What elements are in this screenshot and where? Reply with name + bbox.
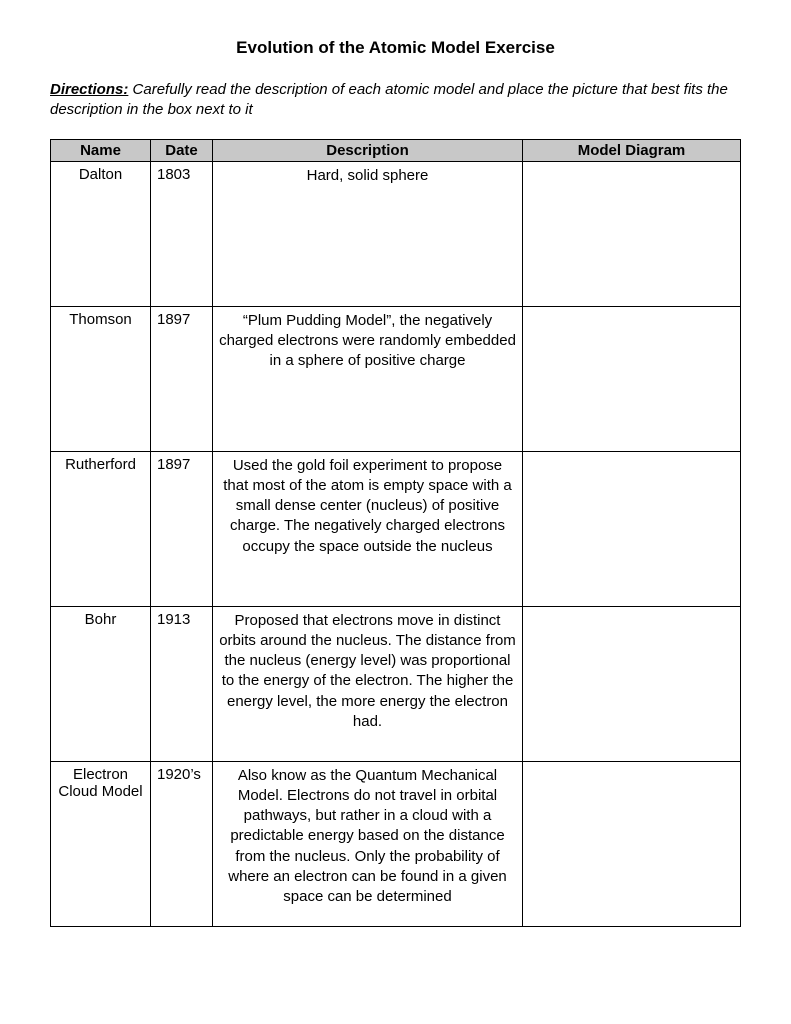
directions: Directions: Carefully read the descripti… [50,80,741,121]
description-cell: “Plum Pudding Model”, the negatively cha… [213,306,523,451]
description-cell: Hard, solid sphere [213,161,523,306]
table-header-row: Name Date Description Model Diagram [51,139,741,161]
table-row: Dalton 1803 Hard, solid sphere [51,161,741,306]
name-cell: Electron Cloud Model [51,761,151,926]
date-cell: 1913 [151,606,213,761]
table-row: Rutherford 1897 Used the gold foil exper… [51,451,741,606]
name-cell: Rutherford [51,451,151,606]
name-cell: Dalton [51,161,151,306]
models-table: Name Date Description Model Diagram Dalt… [50,139,741,927]
diagram-cell [523,306,741,451]
description-cell: Also know as the Quantum Mechanical Mode… [213,761,523,926]
date-cell: 1803 [151,161,213,306]
date-cell: 1897 [151,451,213,606]
directions-label: Directions: [50,81,128,98]
table-row: Bohr 1913 Proposed that electrons move i… [51,606,741,761]
name-cell: Bohr [51,606,151,761]
col-header-date: Date [151,139,213,161]
diagram-cell [523,761,741,926]
name-cell: Thomson [51,306,151,451]
diagram-cell [523,161,741,306]
table-row: Thomson 1897 “Plum Pudding Model”, the n… [51,306,741,451]
page-title: Evolution of the Atomic Model Exercise [50,38,741,58]
description-cell: Used the gold foil experiment to propose… [213,451,523,606]
date-cell: 1920’s [151,761,213,926]
date-cell: 1897 [151,306,213,451]
col-header-diagram: Model Diagram [523,139,741,161]
directions-body: Carefully read the description of each a… [50,81,728,118]
worksheet-page: Evolution of the Atomic Model Exercise D… [0,0,791,1024]
col-header-description: Description [213,139,523,161]
description-cell: Proposed that electrons move in distinct… [213,606,523,761]
col-header-name: Name [51,139,151,161]
diagram-cell [523,451,741,606]
diagram-cell [523,606,741,761]
table-row: Electron Cloud Model 1920’s Also know as… [51,761,741,926]
